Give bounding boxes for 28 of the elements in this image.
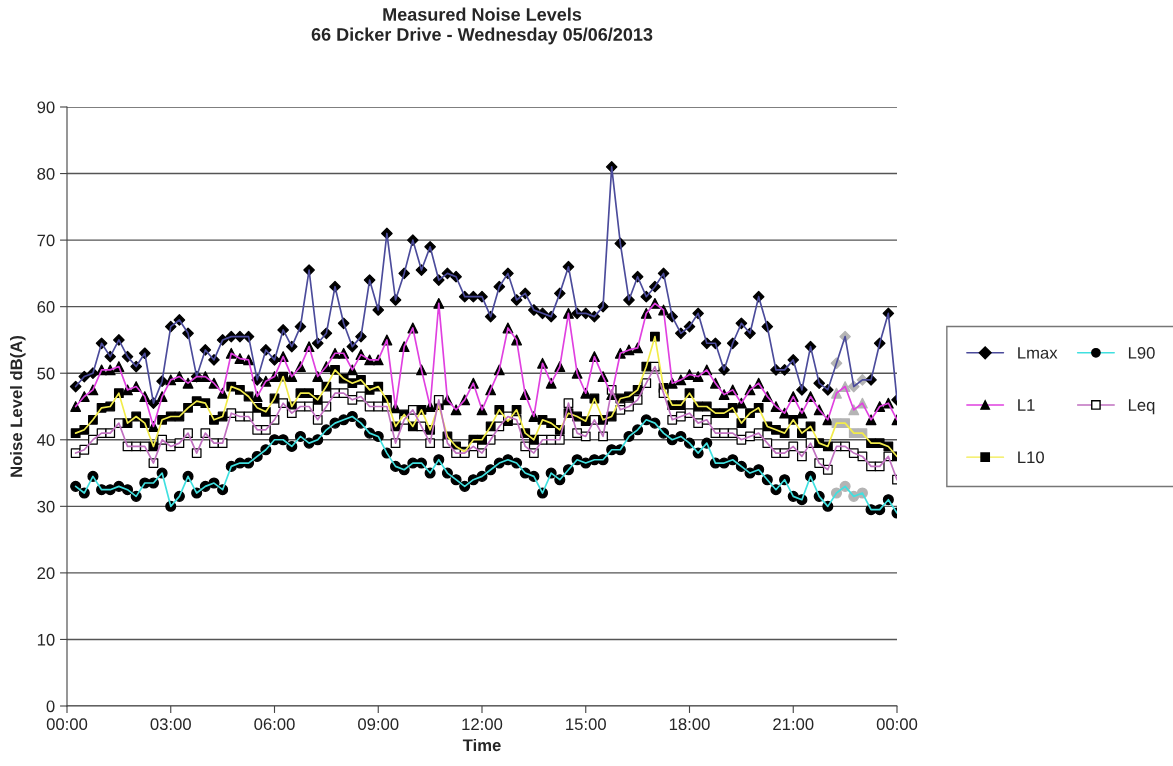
- y-tick-label: 50: [37, 367, 55, 380]
- x-tick-label: 06:00: [254, 718, 295, 731]
- y-tick-label: 90: [37, 101, 55, 114]
- chart-subtitle: 66 Dicker Drive - Wednesday 05/06/2013: [311, 27, 653, 45]
- y-tick-label: 80: [37, 167, 55, 180]
- y-tick-label: 60: [37, 301, 55, 313]
- legend-label: L1: [1018, 399, 1035, 411]
- legend-label: L90: [1128, 346, 1155, 359]
- x-tick-label: 18:00: [669, 718, 710, 731]
- y-tick-label: 30: [37, 500, 55, 513]
- x-tick-label: 15:00: [566, 718, 606, 731]
- y-tick-label: 20: [37, 567, 55, 580]
- x-axis-title: Time: [462, 738, 501, 752]
- x-tick-label: 00:00: [876, 718, 918, 731]
- y-tick-label: 0: [46, 700, 55, 713]
- legend-label: Leq: [1128, 399, 1155, 415]
- legend-label: L10: [1018, 451, 1044, 464]
- y-tick-label: 70: [37, 234, 55, 247]
- y-tick-label: 40: [37, 434, 55, 446]
- x-tick-label: 09:00: [358, 718, 399, 731]
- y-axis-title: Noise Level dB(A): [10, 336, 26, 477]
- x-tick-label: 21:00: [773, 718, 814, 731]
- x-tick-label: 12:00: [462, 718, 503, 731]
- y-tick-label: 10: [37, 633, 55, 646]
- x-tick-label: 00:00: [46, 718, 88, 731]
- x-tick-label: 03:00: [150, 718, 191, 731]
- legend-label: Lmax: [1018, 347, 1058, 359]
- chart-title: Measured Noise Levels: [383, 7, 582, 21]
